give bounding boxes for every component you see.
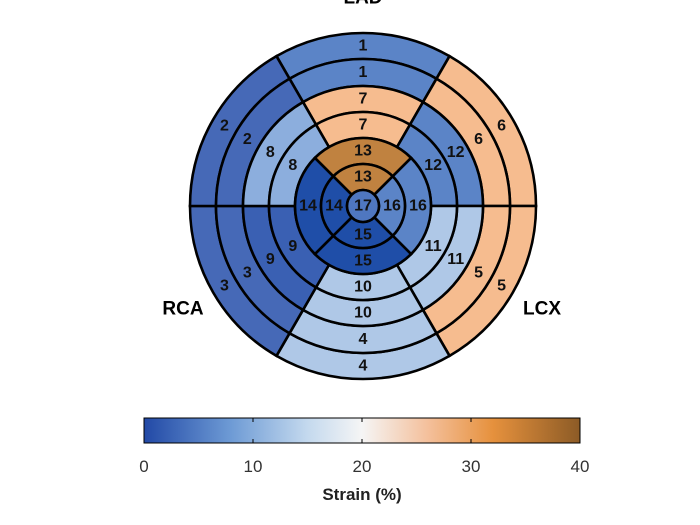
segment-label-10: 10 xyxy=(354,305,372,322)
segment-label-1: 1 xyxy=(359,38,368,55)
segment-label-15: 15 xyxy=(354,253,372,270)
segment-label-4: 4 xyxy=(359,331,368,348)
bullseye-plot: 1654321654327121110987121110981316151413… xyxy=(188,31,538,381)
colorbar-tick-label: 0 xyxy=(139,457,148,476)
segment-label-8: 8 xyxy=(288,157,297,174)
segment-label-10: 10 xyxy=(354,279,372,296)
segment-label-13: 13 xyxy=(354,143,372,160)
artery-label-rca: RCA xyxy=(162,299,203,320)
segment-label-11: 11 xyxy=(447,251,464,268)
segment-label-14: 14 xyxy=(325,198,343,215)
artery-labels: LAD RCA LCX xyxy=(162,0,561,320)
segment-label-9: 9 xyxy=(288,238,297,255)
colorbar-title: Strain (%) xyxy=(322,485,401,504)
segment-label-16: 16 xyxy=(409,198,427,215)
segment-label-2: 2 xyxy=(220,118,229,135)
artery-label-lcx: LCX xyxy=(523,299,561,320)
segment-label-4: 4 xyxy=(359,358,368,375)
segment-label-16: 16 xyxy=(383,198,401,215)
segment-label-7: 7 xyxy=(359,117,368,134)
segment-label-3: 3 xyxy=(220,278,229,295)
segment-label-7: 7 xyxy=(359,91,368,108)
segment-17-apex xyxy=(345,188,381,224)
colorbar-ticks: 0 10 20 30 40 xyxy=(139,418,589,476)
segment-label-2: 2 xyxy=(243,131,252,148)
colorbar-tick-label: 30 xyxy=(462,457,481,476)
segment-label-12: 12 xyxy=(447,144,465,161)
segment-label-15: 15 xyxy=(354,227,372,244)
segment-label-6: 6 xyxy=(474,131,483,148)
colorbar: 0 10 20 30 40 Strain (%) xyxy=(139,417,589,504)
segment-label-9: 9 xyxy=(266,251,275,268)
colorbar-gradient xyxy=(143,417,581,444)
segment-label-6: 6 xyxy=(497,118,506,135)
segment-label-8: 8 xyxy=(266,144,275,161)
segment-label-11: 11 xyxy=(425,238,442,255)
segment-label-12: 12 xyxy=(424,157,442,174)
segment-label-13: 13 xyxy=(354,169,372,186)
artery-label-lad: LAD xyxy=(343,0,382,9)
segment-label-5: 5 xyxy=(474,264,483,281)
colorbar-tick-label: 10 xyxy=(244,457,263,476)
colorbar-tick-label: 40 xyxy=(571,457,590,476)
colorbar-tick-label: 20 xyxy=(353,457,372,476)
segment-label-5: 5 xyxy=(497,278,506,295)
segment-label-3: 3 xyxy=(243,264,252,281)
segment-label-1: 1 xyxy=(359,64,368,81)
segment-label-14: 14 xyxy=(299,198,317,215)
segment-label-17: 17 xyxy=(354,198,372,215)
